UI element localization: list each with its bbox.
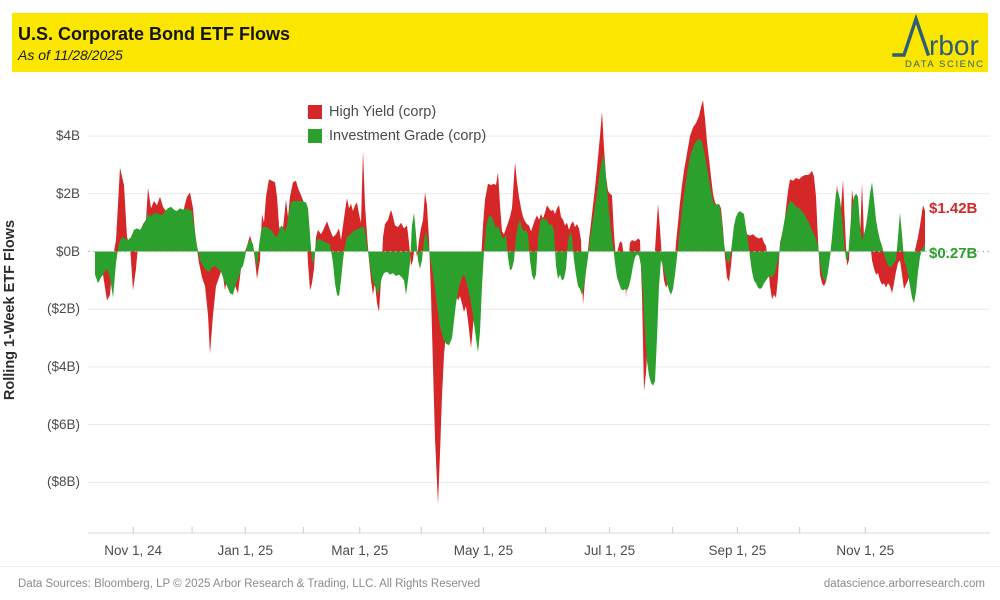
high-yield-swatch-icon [308,105,322,119]
y-tick-label: ($4B) [46,358,80,374]
x-tick-label: Nov 1, 24 [104,543,163,558]
y-tick-label: $0B [55,243,80,259]
footer: Data Sources: Bloomberg, LP © 2025 Arbor… [0,566,1000,600]
footer-data-sources: Data Sources: Bloomberg, LP © 2025 Arbor… [18,577,481,590]
investment-grade-swatch-icon [308,129,322,143]
y-tick-label: ($6B) [46,416,80,432]
page-title: U.S. Corporate Bond ETF Flows [18,23,291,44]
arbor-logo-tagline: DATA SCIENCE [905,59,984,68]
arbor-logo-brand: rbor [929,30,979,61]
y-tick-label: $2B [55,185,80,201]
legend: High Yield (corp) Investment Grade (corp… [308,100,486,148]
area-high-yield-corp [95,100,925,504]
legend-label-high-yield: High Yield (corp) [329,104,437,120]
x-tick-label: Mar 1, 25 [331,543,389,558]
x-tick-label: May 1, 25 [453,543,514,558]
header-band: U.S. Corporate Bond ETF Flows As of 11/2… [12,12,991,73]
investment-grade-last-value-label: $0.27B [929,244,978,262]
arbor-peak-icon [892,13,931,57]
arbor-logo-icon: rbor DATA SCIENCE [892,13,991,70]
x-tick-label: Jul 1, 25 [584,543,636,558]
footer-website-link[interactable]: datascience.arborresearch.com [823,577,985,590]
legend-label-investment-grade: Investment Grade (corp) [329,128,487,144]
high-yield-last-value-label: $1.42B [929,199,978,217]
header-text: U.S. Corporate Bond ETF Flows As of 11/2… [12,21,290,65]
page-subtitle: As of 11/28/2025 [18,47,123,64]
x-tick-label: Sep 1, 25 [708,543,767,558]
legend-item-high-yield: High Yield (corp) [308,100,486,124]
x-tick-label: Jan 1, 25 [217,543,273,558]
y-tick-label: $4B [55,128,80,144]
x-tick-label: Nov 1, 25 [836,543,895,558]
area-investment-grade-corp [95,139,925,386]
legend-item-investment-grade: Investment Grade (corp) [308,124,486,148]
y-tick-label: ($8B) [46,474,80,490]
y-tick-label: ($2B) [46,301,80,317]
arbor-logo: rbor DATA SCIENCE [890,12,991,73]
